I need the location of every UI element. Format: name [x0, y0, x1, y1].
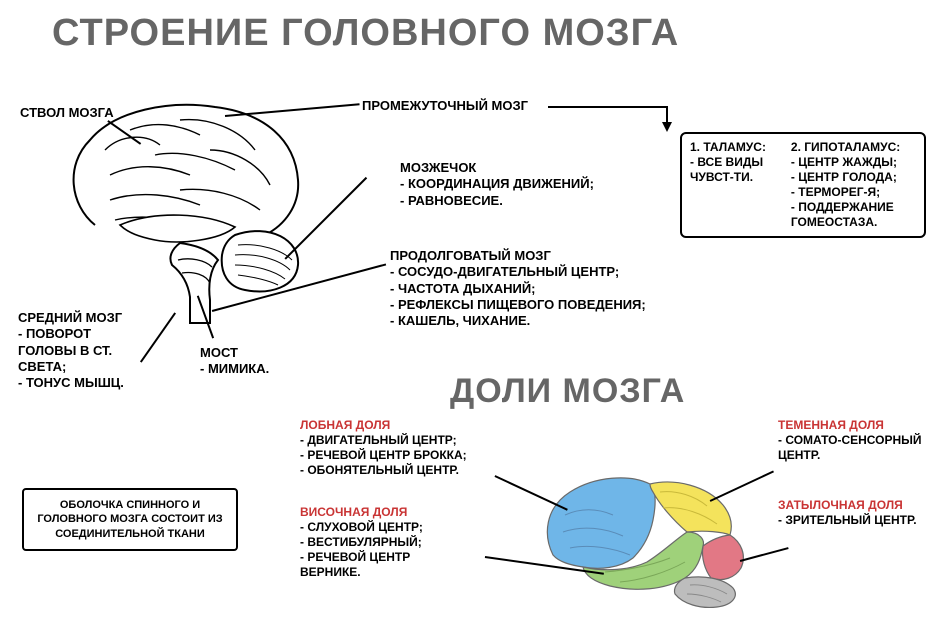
medulla-l4: - КАШЕЛЬ, ЧИХАНИЕ. — [390, 313, 646, 329]
pons-l1: - МИМИКА. — [200, 361, 269, 377]
temporal-l4: ВЕРНИКЕ. — [300, 565, 423, 580]
label-midbrain: СРЕДНИЙ МОЗГ - ПОВОРОТ ГОЛОВЫ В СТ. СВЕТ… — [18, 310, 124, 391]
frontal-l2: - РЕЧЕВОЙ ЦЕНТР БРОККА; — [300, 448, 467, 463]
note-l2: ГОЛОВНОГО МОЗГА СОСТОИТ ИЗ — [34, 512, 226, 526]
dienc-arrow-head — [662, 122, 672, 132]
midbrain-l3: СВЕТА; — [18, 359, 124, 375]
hypo-l4: - ПОДДЕРЖАНИЕ — [791, 200, 916, 215]
medulla-l2: - ЧАСТОТА ДЫХАНИЙ; — [390, 281, 646, 297]
brain-cross-section-diagram — [60, 95, 320, 330]
parietal-lobe-shape — [650, 482, 731, 535]
hypo-l1: - ЦЕНТР ЖАЖДЫ; — [791, 155, 916, 170]
hypo-l3: - ТЕРМОРЕГ-Я; — [791, 185, 916, 200]
label-medulla: ПРОДОЛГОВАТЫЙ МОЗГ - СОСУДО-ДВИГАТЕЛЬНЫЙ… — [390, 248, 646, 329]
frontal-l1: - ДВИГАТЕЛЬНЫЙ ЦЕНТР; — [300, 433, 467, 448]
midbrain-l1: - ПОВОРОТ — [18, 326, 124, 342]
frontal-l3: - ОБОНЯТЕЛЬНЫЙ ЦЕНТР. — [300, 463, 467, 478]
thalamus-l2: ЧУВСТ-ТИ. — [690, 170, 785, 185]
parietal-l2: ЦЕНТР. — [778, 448, 922, 463]
label-parietal: ТЕМЕННАЯ ДОЛЯ - СОМАТО-СЕНСОРНЫЙ ЦЕНТР. — [778, 418, 922, 463]
label-occipital: ЗАТЫЛОЧНАЯ ДОЛЯ - ЗРИТЕЛЬНЫЙ ЦЕНТР. — [778, 498, 917, 528]
midbrain-l4: - ТОНУС МЫШЦ. — [18, 375, 124, 391]
medulla-l3: - РЕФЛЕКСЫ ПИЩЕВОГО ПОВЕДЕНИЯ; — [390, 297, 646, 313]
membrane-note: ОБОЛОЧКА СПИННОГО И ГОЛОВНОГО МОЗГА СОСТ… — [22, 488, 238, 551]
occipital-l1: - ЗРИТЕЛЬНЫЙ ЦЕНТР. — [778, 513, 917, 528]
medulla-title: ПРОДОЛГОВАТЫЙ МОЗГ — [390, 248, 646, 264]
temporal-l3: - РЕЧЕВОЙ ЦЕНТР — [300, 550, 423, 565]
label-pons: МОСТ - МИМИКА. — [200, 345, 269, 378]
brainstem-title: СТВОЛ МОЗГА — [20, 105, 114, 121]
main-title: СТРОЕНИЕ ГОЛОВНОГО МОЗГА — [52, 12, 679, 55]
frontal-title: ЛОБНАЯ ДОЛЯ — [300, 418, 467, 433]
parietal-title: ТЕМЕННАЯ ДОЛЯ — [778, 418, 922, 433]
pons-title: МОСТ — [200, 345, 269, 361]
thalamus-title: 1. ТАЛАМУС: — [690, 140, 785, 155]
cerebellum-l2: - РАВНОВЕСИЕ. — [400, 193, 594, 209]
occipital-title: ЗАТЫЛОЧНАЯ ДОЛЯ — [778, 498, 917, 513]
label-brainstem: СТВОЛ МОЗГА — [20, 105, 114, 121]
dienc-arrow-line — [548, 106, 668, 108]
label-frontal: ЛОБНАЯ ДОЛЯ - ДВИГАТЕЛЬНЫЙ ЦЕНТР; - РЕЧЕ… — [300, 418, 467, 478]
occipital-lobe-shape — [702, 535, 743, 580]
parietal-l1: - СОМАТО-СЕНСОРНЫЙ — [778, 433, 922, 448]
cerebellum-title: МОЗЖЕЧОК — [400, 160, 594, 176]
cerebellum-l1: - КООРДИНАЦИЯ ДВИЖЕНИЙ; — [400, 176, 594, 192]
frontal-lobe-shape — [547, 478, 655, 568]
hypo-l5: ГОМЕОСТАЗА. — [791, 215, 916, 230]
diencephalon-title: ПРОМЕЖУТОЧНЫЙ МОЗГ — [362, 98, 528, 113]
temporal-title: ВИСОЧНАЯ ДОЛЯ — [300, 505, 423, 520]
diencephalon-box: 1. ТАЛАМУС: - ВСЕ ВИДЫ ЧУВСТ-ТИ. 2. ГИПО… — [680, 132, 926, 238]
temporal-l2: - ВЕСТИБУЛЯРНЫЙ; — [300, 535, 423, 550]
thalamus-l1: - ВСЕ ВИДЫ — [690, 155, 785, 170]
hypo-title: 2. ГИПОТАЛАМУС: — [791, 140, 916, 155]
lobes-title: ДОЛИ МОЗГА — [450, 372, 685, 411]
note-l3: СОЕДИНИТЕЛЬНОЙ ТКАНИ — [34, 527, 226, 541]
cerebellum-shape — [674, 577, 735, 608]
label-cerebellum: МОЗЖЕЧОК - КООРДИНАЦИЯ ДВИЖЕНИЙ; - РАВНО… — [400, 160, 594, 209]
hypo-l2: - ЦЕНТР ГОЛОДА; — [791, 170, 916, 185]
brain-lobes-diagram — [535, 470, 770, 615]
midbrain-title: СРЕДНИЙ МОЗГ — [18, 310, 124, 326]
label-diencephalon: ПРОМЕЖУТОЧНЫЙ МОЗГ — [362, 98, 528, 114]
note-l1: ОБОЛОЧКА СПИННОГО И — [34, 498, 226, 512]
label-temporal: ВИСОЧНАЯ ДОЛЯ - СЛУХОВОЙ ЦЕНТР; - ВЕСТИБ… — [300, 505, 423, 580]
midbrain-l2: ГОЛОВЫ В СТ. — [18, 343, 124, 359]
medulla-l1: - СОСУДО-ДВИГАТЕЛЬНЫЙ ЦЕНТР; — [390, 264, 646, 280]
temporal-l1: - СЛУХОВОЙ ЦЕНТР; — [300, 520, 423, 535]
